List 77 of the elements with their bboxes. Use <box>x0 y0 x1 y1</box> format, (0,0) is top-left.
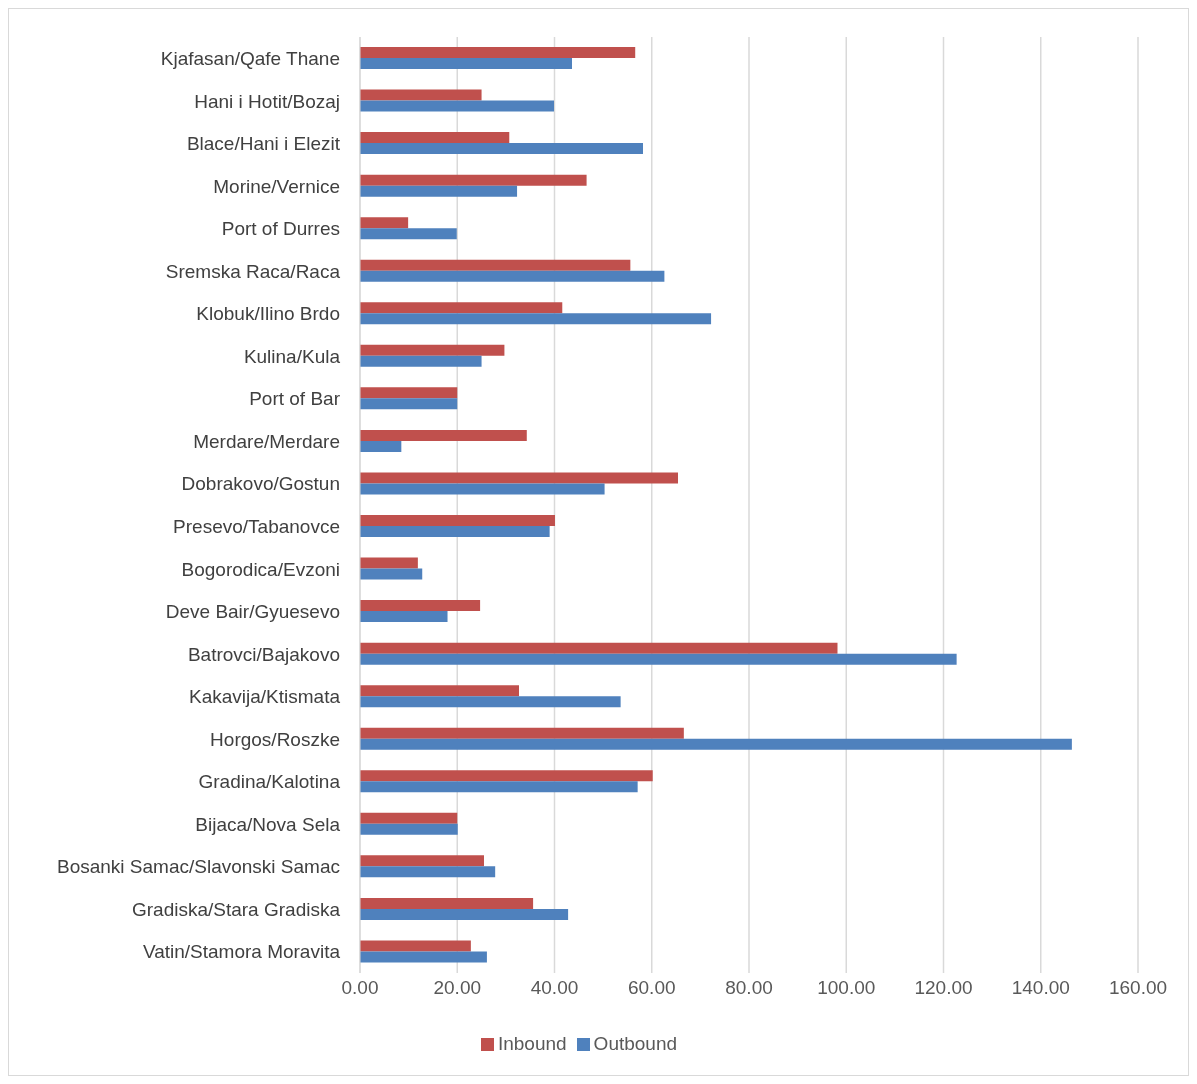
bar <box>360 174 587 186</box>
y-tick-label: Deve Bair/Gyuesevo <box>165 601 340 623</box>
bar <box>360 302 563 314</box>
y-tick-label: Merdare/Merdare <box>193 430 340 452</box>
y-tick-label: Port of Durres <box>221 218 340 240</box>
x-tick-label: 140.00 <box>1011 977 1070 999</box>
y-tick-label: Batrovci/Bajakovo <box>187 643 340 665</box>
y-tick-label: Blace/Hani i Elezit <box>186 133 341 155</box>
bar <box>360 951 487 963</box>
bar <box>360 270 665 282</box>
x-tick-label: 120.00 <box>914 977 973 999</box>
bar <box>360 398 458 410</box>
y-tick-label: Kakavija/Ktismata <box>188 686 341 708</box>
bar <box>360 855 484 867</box>
bar <box>360 770 653 782</box>
bar <box>360 611 448 623</box>
y-tick-label: Dobrakovo/Gostun <box>181 473 340 495</box>
y-tick-label: Gradiska/Stara Gradiska <box>131 898 341 920</box>
bar <box>360 355 482 367</box>
bar <box>360 696 621 708</box>
bar <box>360 642 838 654</box>
bar <box>360 515 555 526</box>
y-tick-label: Sremska Raca/Raca <box>165 260 341 282</box>
bar <box>360 600 481 612</box>
y-tick-label: Kulina/Kula <box>243 345 341 367</box>
bar <box>360 738 1072 750</box>
bar <box>360 866 496 878</box>
x-tick-label: 160.00 <box>1108 977 1168 999</box>
bar <box>360 653 957 665</box>
bar <box>360 89 482 101</box>
bar <box>360 897 534 909</box>
bar <box>360 812 458 824</box>
bar <box>360 47 636 58</box>
bar <box>360 823 458 835</box>
legend-label: Inbound <box>497 1033 567 1054</box>
y-tick-label: Port of Bar <box>249 388 341 410</box>
y-tick-label: Morine/Vernice <box>213 175 340 197</box>
bar <box>360 100 555 112</box>
y-tick-label: Hani i Hotit/Bozaj <box>194 90 340 112</box>
bar <box>360 387 458 399</box>
bar <box>360 483 605 495</box>
y-tick-label: Gradina/Kalotina <box>198 771 341 793</box>
y-tick-label: Presevo/Tabanovce <box>173 516 340 538</box>
bar <box>360 217 409 229</box>
legend-label: Outbound <box>593 1033 678 1054</box>
bar <box>360 568 423 580</box>
bar <box>360 185 518 197</box>
bar <box>360 143 643 155</box>
x-tick-label: 0.00 <box>341 977 379 999</box>
x-tick-label: 60.00 <box>627 977 676 999</box>
bar <box>360 940 471 952</box>
bar <box>360 259 631 271</box>
x-tick-label: 80.00 <box>725 977 773 999</box>
bar <box>360 58 573 69</box>
y-tick-label: Horgos/Roszke <box>210 728 340 750</box>
y-tick-label: Bogorodica/Evzoni <box>181 558 340 580</box>
x-tick-label: 20.00 <box>433 977 482 999</box>
bar <box>360 344 505 356</box>
y-tick-label: Kjafasan/Qafe Thane <box>160 48 340 70</box>
bar <box>360 781 638 793</box>
bar <box>360 727 684 739</box>
bar <box>360 472 679 484</box>
x-tick-label: 40.00 <box>530 977 579 999</box>
bar <box>360 429 527 441</box>
bar <box>360 313 712 325</box>
y-tick-label: Vatin/Stamora Moravita <box>142 941 341 963</box>
bar <box>360 526 550 537</box>
y-tick-label: Klobuk/Ilino Brdo <box>196 303 340 325</box>
bar <box>360 685 519 697</box>
y-tick-label: Bijaca/Nova Sela <box>195 813 341 835</box>
bar <box>360 228 457 240</box>
bar <box>360 440 402 452</box>
x-tick-label: 100.00 <box>817 977 876 999</box>
y-tick-label: Bosanki Samac/Slavonski Samac <box>56 856 340 878</box>
bar <box>360 908 569 920</box>
bar <box>360 557 418 569</box>
bar <box>360 132 510 144</box>
